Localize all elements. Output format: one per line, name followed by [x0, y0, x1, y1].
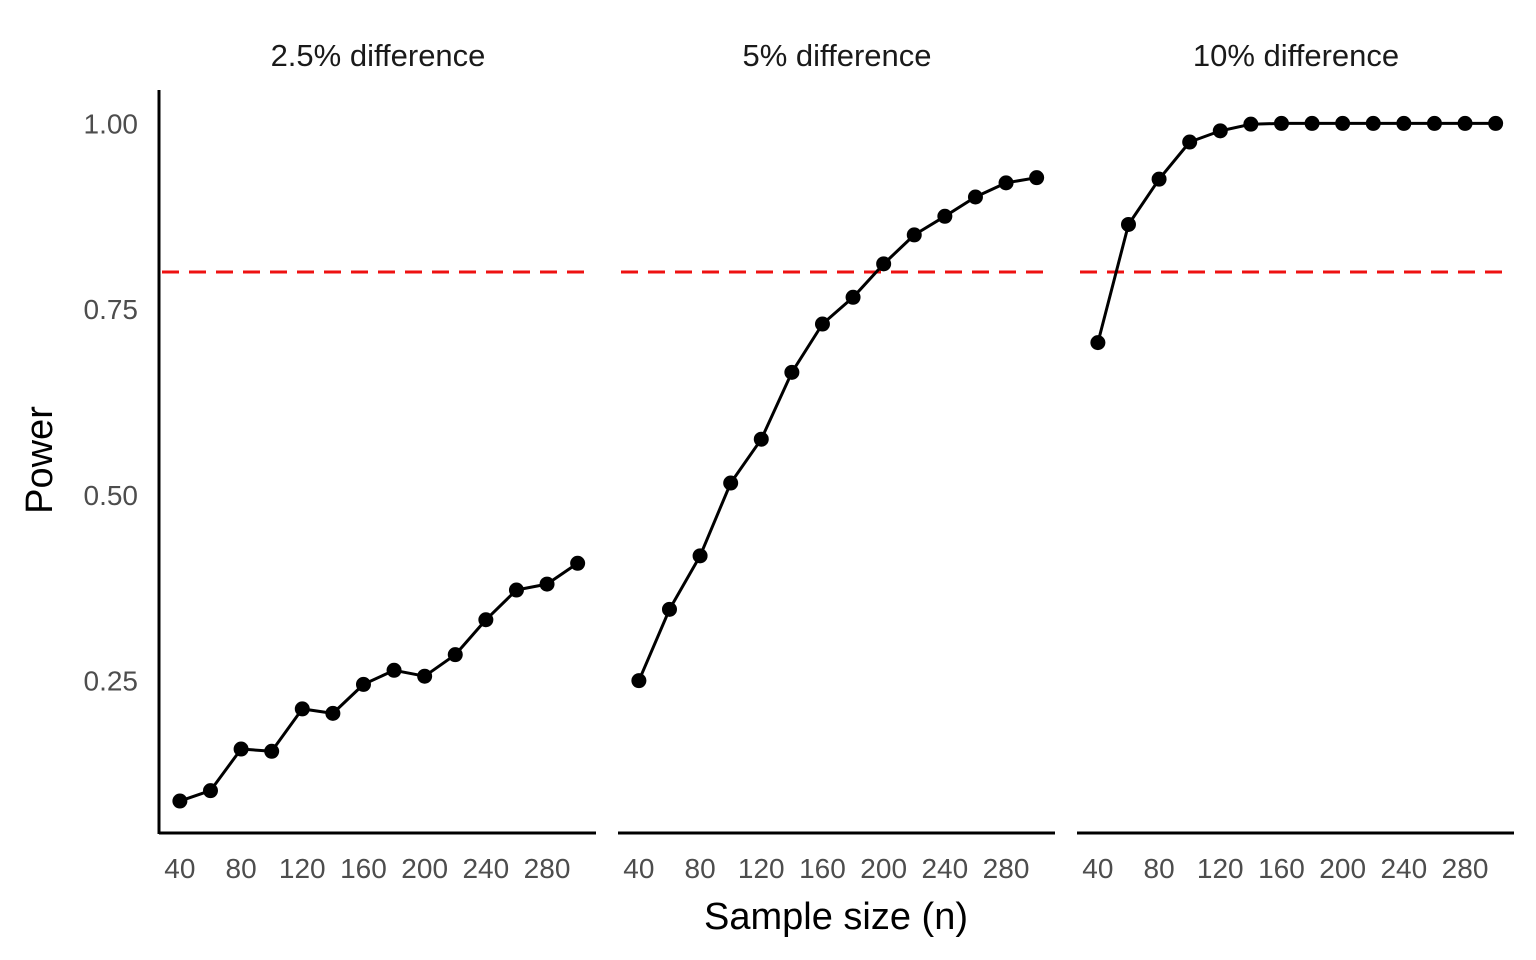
x-axis-title: Sample size (n): [704, 896, 968, 938]
data-point: [325, 705, 341, 721]
data-point: [478, 612, 494, 628]
data-point: [1335, 115, 1351, 131]
data-point: [1182, 134, 1198, 150]
data-point: [508, 582, 524, 598]
data-point: [937, 208, 953, 224]
data-point: [294, 701, 310, 717]
series-line: [637, 176, 1037, 682]
y-axis-title: Power: [19, 406, 61, 514]
data-point: [845, 289, 861, 305]
x-tick-label: 80: [1144, 853, 1175, 884]
data-point: [1396, 115, 1412, 131]
facet-title: 5% difference: [743, 38, 932, 73]
y-axis: 0.25 0.50 0.75 1.00: [84, 90, 161, 834]
data-point: [1212, 123, 1228, 139]
facet-panels: 2.5% difference 40 80 120 160 200 240 280 5% dif…: [159, 38, 1514, 884]
data-point: [1090, 335, 1106, 351]
data-point: [1365, 115, 1381, 131]
y-tick-label: 0.25: [84, 666, 139, 697]
y-tick-label: 1.00: [84, 108, 139, 139]
data-point: [1243, 116, 1259, 132]
x-tick-label: 160: [340, 853, 387, 884]
x-tick-label: 40: [1082, 853, 1113, 884]
x-tick-label: 200: [860, 853, 907, 884]
data-point: [1488, 115, 1504, 131]
x-tick-label: 40: [623, 853, 654, 884]
data-point: [386, 662, 402, 678]
x-tick-label: 240: [1380, 853, 1427, 884]
x-tick-label: 120: [1197, 853, 1244, 884]
data-point: [784, 364, 800, 380]
data-point: [264, 743, 280, 759]
y-tick-label: 0.50: [84, 480, 139, 511]
series-layer: [172, 115, 1504, 809]
x-tick-label: 280: [524, 853, 571, 884]
data-point: [692, 548, 708, 564]
data-point: [447, 647, 463, 663]
x-tick-label: 160: [799, 853, 846, 884]
x-tick-label: 120: [279, 853, 326, 884]
facet-title: 10% difference: [1193, 38, 1399, 73]
data-point: [1151, 171, 1167, 187]
data-point: [723, 475, 739, 491]
data-point: [876, 256, 892, 272]
x-tick-label: 240: [921, 853, 968, 884]
data-point: [1029, 170, 1045, 186]
data-point: [967, 189, 983, 205]
data-point: [753, 431, 769, 447]
x-tick-label: 200: [401, 853, 448, 884]
data-point: [906, 227, 922, 243]
x-tick-label: 80: [226, 853, 257, 884]
data-point: [1426, 115, 1442, 131]
x-tick-label: 280: [1442, 853, 1489, 884]
data-point: [1457, 115, 1473, 131]
x-tick-label: 200: [1319, 853, 1366, 884]
data-point: [172, 793, 188, 809]
data-point: [1120, 216, 1136, 232]
y-tick-label: 0.75: [84, 294, 139, 325]
data-point: [998, 175, 1014, 191]
x-tick-label: 80: [685, 853, 716, 884]
data-point: [417, 668, 433, 684]
x-tick-label: 240: [462, 853, 509, 884]
x-tick-label: 280: [983, 853, 1030, 884]
x-tick-label: 40: [164, 853, 195, 884]
x-tick-label: 120: [738, 853, 785, 884]
series-line: [1096, 121, 1496, 343]
data-point: [814, 316, 830, 332]
data-point: [1304, 115, 1320, 131]
x-tick-label: 160: [1258, 853, 1305, 884]
data-point: [661, 601, 677, 617]
data-point: [202, 783, 218, 799]
data-point: [233, 741, 249, 757]
data-point: [1273, 115, 1289, 131]
facet-title: 2.5% difference: [271, 38, 486, 73]
series-line: [179, 562, 579, 803]
data-point: [631, 673, 647, 689]
data-point: [570, 555, 586, 571]
data-point: [355, 676, 371, 692]
data-point: [539, 576, 555, 592]
